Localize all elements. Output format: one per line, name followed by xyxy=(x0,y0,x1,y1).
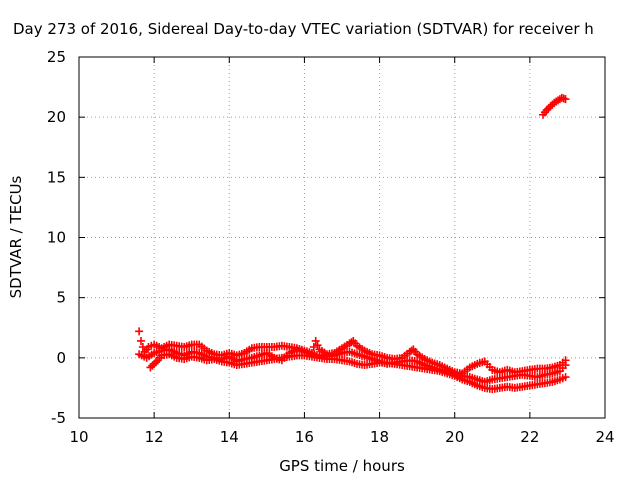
data-point xyxy=(135,327,144,336)
data-point xyxy=(150,359,159,368)
y-tick-label: 0 xyxy=(56,349,66,367)
y-tick-label: -5 xyxy=(51,409,66,427)
y-tick-label: 25 xyxy=(47,48,66,66)
x-tick-label: 10 xyxy=(69,428,88,446)
data-point xyxy=(311,336,320,345)
x-tick-label: 18 xyxy=(370,428,389,446)
data-point xyxy=(136,336,145,345)
data-points xyxy=(135,93,570,394)
tick-labels: 10 12 14 16 18 20 22 24 -5 0 5 10 15 20 25 xyxy=(47,48,615,446)
data-point xyxy=(152,358,161,367)
series-2 xyxy=(146,350,570,394)
y-tick-label: 20 xyxy=(47,108,66,126)
x-tick-label: 24 xyxy=(595,428,614,446)
data-point xyxy=(561,95,570,104)
data-point xyxy=(544,104,553,113)
data-point xyxy=(148,361,157,370)
series-3 xyxy=(539,93,570,119)
data-point xyxy=(309,343,318,352)
y-tick-label: 5 xyxy=(56,289,66,307)
y-axis-label: SDTVAR / TECUs xyxy=(7,175,25,298)
y-tick-label: 15 xyxy=(47,168,66,186)
x-tick-label: 16 xyxy=(295,428,314,446)
x-tick-label: 14 xyxy=(220,428,239,446)
chart-title: Day 273 of 2016, Sidereal Day-to-day VTE… xyxy=(13,20,594,38)
x-tick-label: 22 xyxy=(520,428,539,446)
y-tick-label: 10 xyxy=(47,229,66,247)
data-point xyxy=(561,361,570,370)
data-point xyxy=(546,102,555,111)
x-tick-label: 12 xyxy=(145,428,164,446)
x-tick-label: 20 xyxy=(445,428,464,446)
x-axis-label: GPS time / hours xyxy=(279,457,405,475)
data-point xyxy=(561,373,570,382)
grid-lines xyxy=(79,57,605,418)
data-point xyxy=(146,363,155,372)
plot-frame xyxy=(78,56,606,419)
data-point xyxy=(313,341,322,350)
